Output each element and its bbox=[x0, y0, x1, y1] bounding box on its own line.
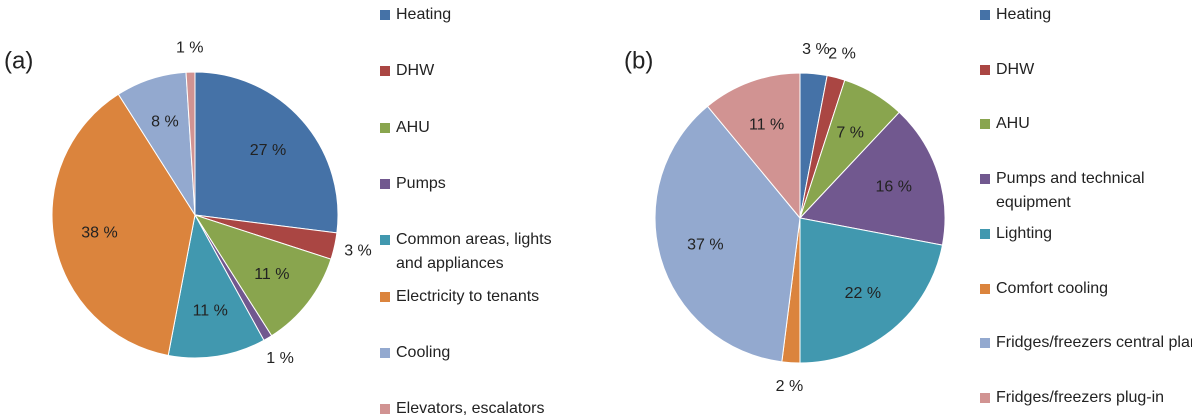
legend-label: Comfort cooling bbox=[996, 279, 1109, 297]
data-label: 2 % bbox=[776, 378, 804, 395]
legend-label: DHW bbox=[996, 60, 1035, 78]
legend-item: Comfort cooling bbox=[980, 277, 1192, 301]
legend-item: Pumps bbox=[380, 172, 576, 196]
data-label: 11 % bbox=[749, 116, 784, 133]
legend-item: Fridges/freezers plug-in bbox=[980, 386, 1192, 410]
legend-label: Elevators, escalators bbox=[396, 400, 545, 415]
legend-swatch bbox=[980, 174, 990, 185]
legend-label: Heating bbox=[996, 6, 1052, 23]
data-label: 2 % bbox=[828, 46, 856, 63]
pie-slice bbox=[193, 214, 332, 337]
legend-item: Heating bbox=[380, 3, 576, 27]
pie-slice bbox=[185, 71, 196, 216]
legend-swatch bbox=[380, 347, 390, 358]
data-label: 22 % bbox=[845, 285, 881, 302]
data-label: 16 % bbox=[876, 179, 912, 196]
legend-label: Common areas, lights and appliances bbox=[396, 231, 552, 273]
data-label: 3 % bbox=[802, 41, 830, 58]
legend-label: Pumps and technical equipment bbox=[996, 170, 1145, 212]
legend-item: Electricity to tenants bbox=[380, 285, 576, 309]
legend-item: AHU bbox=[380, 116, 576, 140]
pie-slice bbox=[654, 105, 801, 363]
data-label: 7 % bbox=[836, 124, 864, 141]
pie-slice bbox=[799, 111, 946, 246]
panel-label: (a) bbox=[4, 47, 33, 74]
legend-label: Fridges/freezers central plant bbox=[996, 334, 1192, 352]
legend-label: Cooling bbox=[396, 343, 451, 361]
legend-swatch bbox=[980, 283, 990, 294]
legend-label: Electricity to tenants bbox=[396, 287, 540, 305]
legend-item: DHW bbox=[380, 59, 576, 83]
legend-item: Fridges/freezers central plant bbox=[980, 331, 1192, 355]
legend-swatch bbox=[380, 404, 390, 415]
data-label: 1 % bbox=[266, 350, 294, 367]
pie-slice bbox=[194, 71, 339, 234]
legend-item: Pumps and technical equipment bbox=[980, 167, 1192, 215]
panel-label: (b) bbox=[624, 47, 653, 74]
legend-item: Common areas, lights and appliances bbox=[380, 228, 576, 276]
legend-swatch bbox=[380, 178, 390, 189]
legend-swatch bbox=[980, 64, 990, 75]
legend-label: Fridges/freezers plug-in bbox=[996, 388, 1165, 406]
legend-label: Pumps bbox=[396, 174, 446, 192]
legend-swatch bbox=[380, 10, 390, 20]
pie-slice bbox=[167, 213, 265, 359]
legend-item: Lighting bbox=[980, 222, 1192, 246]
legend-label: Lighting bbox=[996, 224, 1053, 242]
data-label: 11 % bbox=[193, 302, 228, 319]
legend-label: Heating bbox=[396, 6, 452, 23]
legend-swatch bbox=[980, 10, 990, 20]
legend-swatch bbox=[980, 392, 990, 403]
legend-swatch bbox=[980, 228, 990, 239]
pie-slice bbox=[706, 72, 801, 220]
legend-item: DHW bbox=[980, 58, 1192, 82]
legend-item: Cooling bbox=[380, 341, 576, 365]
data-label: 8 % bbox=[151, 114, 179, 131]
legend-swatch bbox=[380, 66, 390, 77]
pie-slice bbox=[799, 217, 944, 364]
legend-item: Elevators, escalators bbox=[380, 397, 576, 415]
legend-item: Heating bbox=[980, 3, 1192, 27]
data-label: 1 % bbox=[176, 39, 204, 56]
data-label: 37 % bbox=[687, 237, 723, 254]
data-label: 38 % bbox=[81, 224, 117, 241]
legend-swatch bbox=[380, 122, 390, 133]
legend-label: AHU bbox=[396, 118, 430, 136]
data-label: 11 % bbox=[254, 266, 289, 283]
legend-label: DHW bbox=[396, 62, 435, 80]
legend-item: AHU bbox=[980, 112, 1192, 136]
legend-swatch bbox=[980, 338, 990, 349]
legend-swatch bbox=[380, 235, 390, 246]
legend-label: AHU bbox=[996, 115, 1030, 133]
data-label: 27 % bbox=[250, 142, 286, 159]
data-label: 3 % bbox=[344, 243, 372, 260]
legend-swatch bbox=[380, 291, 390, 302]
legend-swatch bbox=[980, 119, 990, 130]
